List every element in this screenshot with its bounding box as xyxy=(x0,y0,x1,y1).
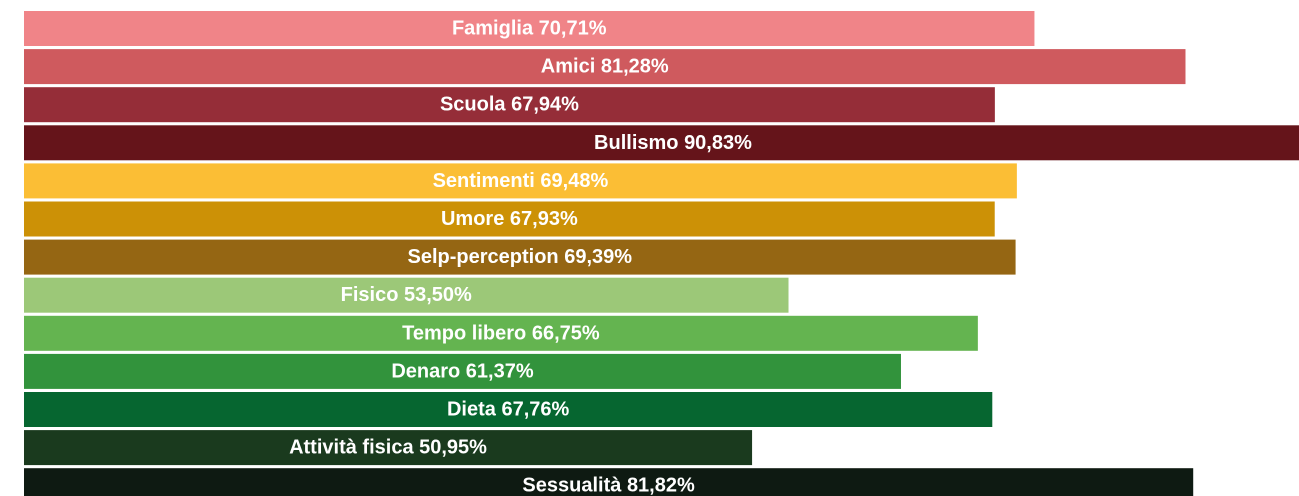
bar xyxy=(24,163,1017,199)
bar-label: Selp-perception 69,39% xyxy=(408,246,633,268)
category-label: Sessualità xyxy=(522,475,622,496)
bar-label: Amici 81,28% xyxy=(541,56,669,78)
category-label: Bullismo xyxy=(594,132,678,154)
category-label: Sentimenti xyxy=(433,170,535,192)
category-label: Selp-perception xyxy=(408,246,559,268)
bar-label: Denaro 61,37% xyxy=(391,361,534,383)
category-label: Denaro xyxy=(391,361,460,383)
bar xyxy=(24,468,1194,496)
bar-label: Sessualità 81,82% xyxy=(522,475,695,496)
bar xyxy=(24,353,901,389)
category-label: Scuola xyxy=(440,94,506,116)
bar xyxy=(24,125,1299,161)
bar-label: Fisico 53,50% xyxy=(341,284,472,306)
value-label: 53,50% xyxy=(404,284,472,306)
category-label: Umore xyxy=(441,208,504,230)
bar xyxy=(24,11,1035,46)
bar-label: Sentimenti 69,48% xyxy=(433,170,609,192)
value-label: 61,37% xyxy=(466,361,534,383)
bar xyxy=(24,315,978,351)
bar-label: Famiglia 70,71% xyxy=(452,18,607,40)
value-label: 67,93% xyxy=(510,208,578,230)
value-label: 69,39% xyxy=(564,246,632,268)
value-label: 70,71% xyxy=(539,18,607,40)
category-label: Amici xyxy=(541,56,595,78)
bar xyxy=(24,430,753,466)
bar-label: Bullismo 90,83% xyxy=(594,132,752,154)
value-label: 67,76% xyxy=(501,399,569,421)
value-label: 81,82% xyxy=(627,475,695,496)
value-label: 67,94% xyxy=(511,94,579,116)
bar xyxy=(24,277,789,313)
bar xyxy=(24,87,995,123)
bar xyxy=(24,49,1186,85)
category-label: Dieta xyxy=(447,399,497,421)
bar-label: Dieta 67,76% xyxy=(447,399,570,421)
value-label: 50,95% xyxy=(419,437,487,459)
category-label: Fisico xyxy=(341,284,399,306)
bar xyxy=(24,392,993,427)
value-label: 90,83% xyxy=(684,132,752,154)
value-label: 66,75% xyxy=(532,323,600,345)
category-label: Famiglia xyxy=(452,18,534,40)
bar-label: Umore 67,93% xyxy=(441,208,578,230)
bar xyxy=(24,239,1016,275)
category-label: Attività fisica xyxy=(289,437,414,459)
bar-label: Tempo libero 66,75% xyxy=(402,323,600,345)
bar-label: Attività fisica 50,95% xyxy=(289,437,487,459)
value-label: 69,48% xyxy=(540,170,608,192)
category-label: Tempo libero xyxy=(402,323,526,345)
bar-label: Scuola 67,94% xyxy=(440,94,579,116)
value-label: 81,28% xyxy=(601,56,669,78)
bar xyxy=(24,201,995,237)
